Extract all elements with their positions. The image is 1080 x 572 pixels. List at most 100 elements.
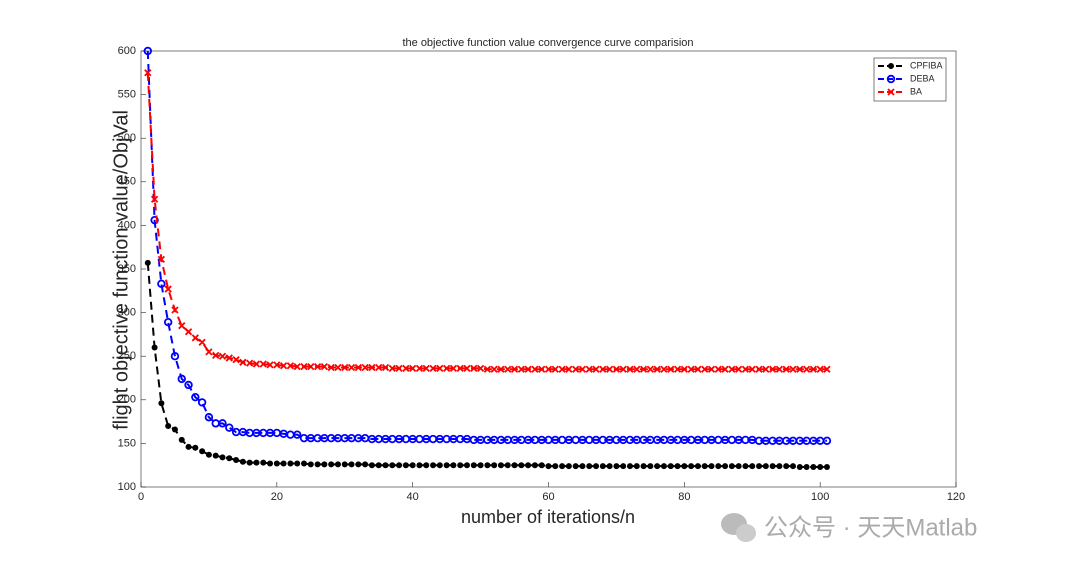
data-point [701,463,708,470]
data-point [755,365,763,373]
data-point [477,462,484,469]
data-point [687,365,695,373]
data-point [279,362,288,370]
data-point [423,462,430,469]
data-point [728,365,736,373]
data-point [654,463,661,470]
data-point [191,334,199,342]
data-point [606,463,613,470]
data-point [150,195,159,203]
data-point [531,462,538,469]
data-point [368,363,376,372]
data-point [640,463,647,470]
data-point [823,365,831,373]
data-point [144,259,151,266]
data-point [171,426,178,433]
data-point [259,360,267,368]
data-point [286,362,295,370]
data-point [796,463,803,470]
data-point [483,365,492,373]
data-point [395,364,403,373]
data-point [280,460,287,467]
data-point [381,363,390,372]
data-point [184,328,193,336]
y-tick-label: 350 [118,263,136,275]
data-point [585,365,593,373]
legend-label: CPFIBA [910,60,943,70]
data-point [735,365,743,373]
data-point [667,365,675,373]
data-point [253,459,260,466]
data-point [273,361,281,369]
data-point [558,365,566,373]
data-point [768,365,777,373]
data-point [293,430,302,439]
data-point [518,462,525,469]
data-point [748,365,756,373]
data-point [313,363,322,371]
data-point [756,463,763,470]
data-point [198,338,206,346]
chart-title: the objective function value convergence… [402,37,693,49]
data-point [449,364,458,373]
data-point [647,463,654,470]
data-point [769,463,776,470]
data-point [456,364,464,373]
data-point [619,365,627,373]
legend-marker [886,74,896,84]
data-point [660,365,668,373]
data-point [789,365,797,373]
data-point [430,462,437,469]
data-point [599,463,606,470]
x-tick-label: 60 [542,491,554,503]
data-point [436,462,443,469]
data-point [226,455,233,462]
data-point [701,365,709,373]
data-point [612,365,621,373]
data-point [680,365,688,373]
data-point [599,365,607,373]
data-point [354,363,362,372]
y-axis-label: flight objective function value/ObjVal [110,110,132,430]
data-point [626,365,634,373]
data-point [653,365,661,373]
data-point [218,352,227,360]
data-point [707,365,716,373]
data-point [158,400,165,407]
data-point [559,463,566,470]
data-point [402,364,410,373]
data-point [328,461,335,468]
data-point [491,462,498,469]
data-point [715,463,722,470]
data-point [470,462,477,469]
data-point [470,364,478,373]
legend-label: BA [910,86,922,96]
data-point [783,463,790,470]
data-point [633,365,641,373]
data-point [782,365,790,373]
data-point [476,364,485,373]
data-point [219,454,226,461]
data-point [586,463,593,470]
data-point [232,356,240,364]
data-point [205,451,212,458]
data-point [593,463,600,470]
y-tick-label: 600 [118,45,136,57]
data-point [667,463,674,470]
data-point [565,365,573,373]
data-point [545,463,552,470]
data-point [225,423,234,432]
data-point [822,436,832,445]
data-point [178,436,185,443]
data-point [517,365,525,373]
data-point [809,365,818,373]
data-point [389,462,396,469]
x-tick-label: 20 [271,491,283,503]
data-point [287,460,294,467]
data-point [184,380,193,390]
data-point [225,354,233,362]
data-point [511,462,518,469]
x-tick-label: 40 [407,491,419,503]
